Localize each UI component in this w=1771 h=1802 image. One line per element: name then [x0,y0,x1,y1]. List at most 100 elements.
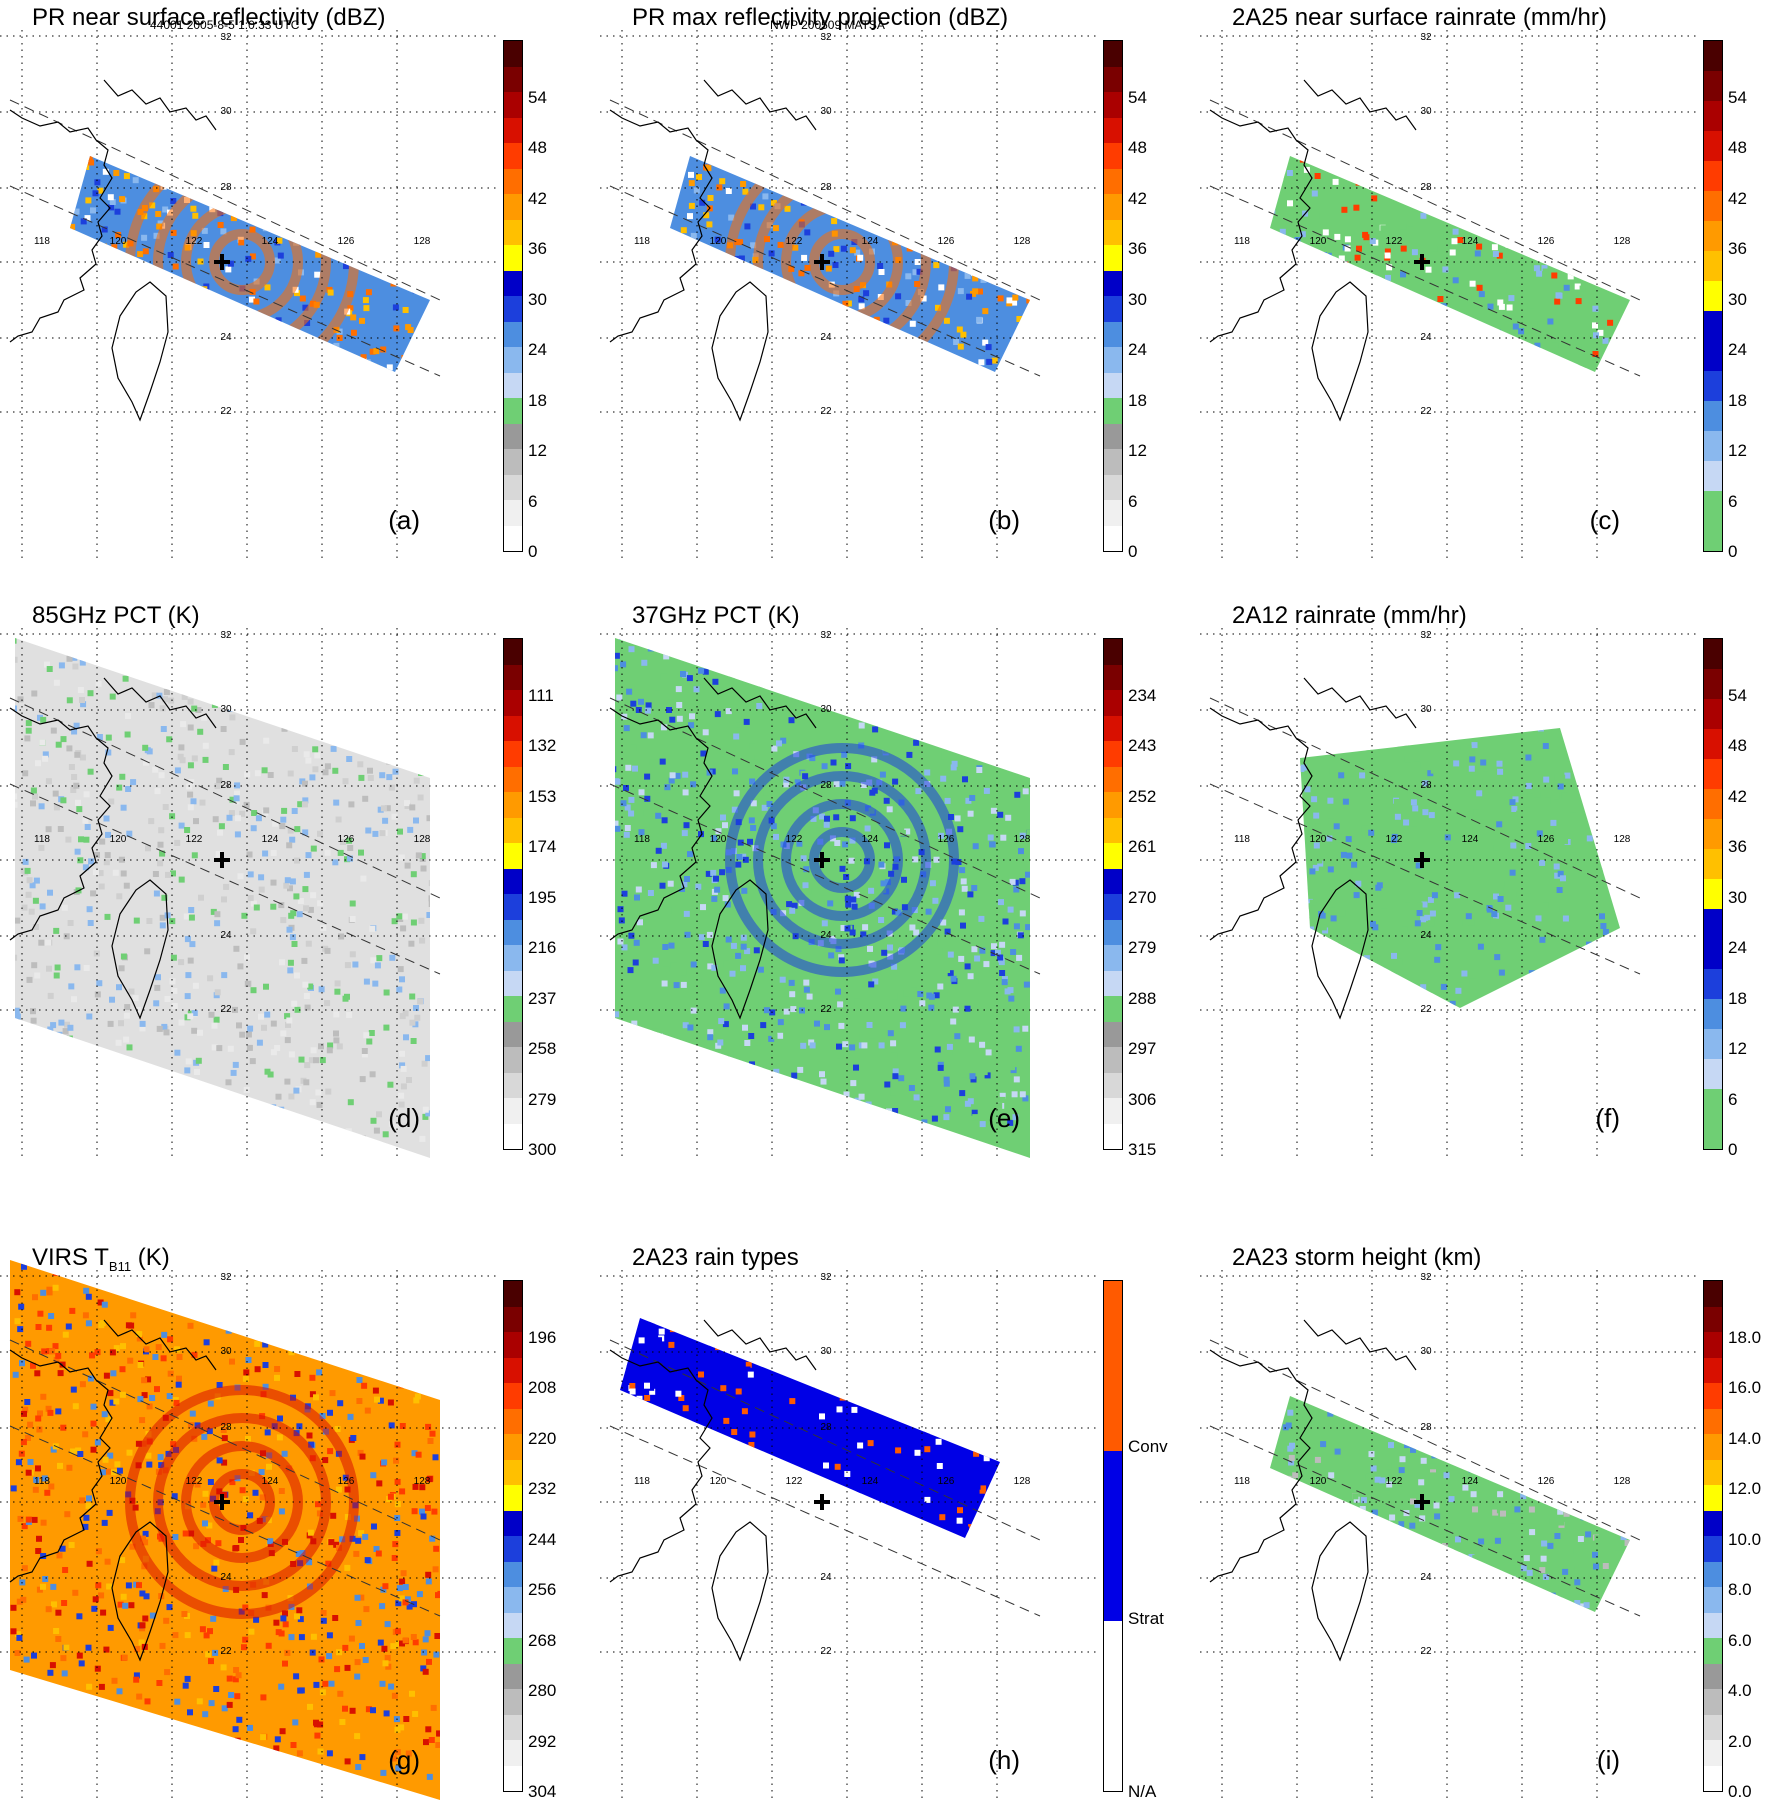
colorbar-segment [504,220,522,246]
colorbar-segment [1704,371,1722,401]
colorbar-segment [1704,491,1722,521]
colorbar-segment [1704,401,1722,431]
lat-label: 22 [820,406,832,417]
lon-label: 118 [1234,834,1250,845]
colorbar-segment [1704,311,1722,341]
lat-label: 28 [220,1422,232,1433]
lon-label: 118 [634,1476,650,1487]
lat-label: 32 [820,1272,832,1283]
colorbar-tick: 304 [528,1782,556,1802]
colorbar-tick: 42 [528,189,547,209]
colorbar-segment [504,1409,522,1435]
colorbar-tick: Strat [1128,1609,1164,1629]
panel-title: VIRS TB11 (K) [32,1244,170,1274]
colorbar-segment [1704,1460,1722,1486]
colorbar-segment [1704,849,1722,879]
lat-label: 32 [220,630,232,641]
colorbar-segment [1104,818,1122,844]
colorbar-segment [1704,221,1722,251]
colorbar-tick: 0 [1128,542,1137,562]
colorbar-tick: 30 [1128,290,1147,310]
lat-label: 32 [1420,32,1432,43]
colorbar-tick: 0 [1728,1140,1737,1160]
lat-label: 30 [1420,106,1432,117]
panel-title: 2A23 storm height (km) [1232,1244,1481,1272]
colorbar-tick: 300 [528,1140,556,1160]
colorbar-segment [504,639,522,665]
lon-label: 124 [862,1476,879,1487]
lon-label: 118 [634,834,650,845]
panel-label: (a) [388,505,420,552]
colorbar-segment [504,322,522,348]
panel-label: (g) [388,1745,420,1792]
lon-label: 128 [1614,236,1631,247]
colorbar-tick: 54 [1128,88,1147,108]
colorbar-segment [1704,281,1722,311]
colorbar-segment [504,1638,522,1664]
colorbar-tick: 36 [1128,239,1147,259]
colorbar-segment [504,1562,522,1588]
colorbar-tick: 279 [528,1090,556,1110]
lat-label: 22 [1420,1004,1432,1015]
colorbar-segment [1704,431,1722,461]
lon-label: 128 [414,834,431,845]
lat-label: 28 [220,780,232,791]
colorbar-segment [1704,1358,1722,1384]
lon-label: 122 [786,834,803,845]
colorbar-tick: 18 [528,391,547,411]
colorbar-segment [1104,869,1122,895]
colorbar-segment [1104,1281,1122,1451]
colorbar-segment [1104,690,1122,716]
colorbar-segment [1104,475,1122,501]
colorbar-segment [1104,92,1122,118]
colorbar-segment [1704,1434,1722,1460]
colorbar-tick: 220 [528,1429,556,1449]
colorbar-tick: 30 [1728,290,1747,310]
colorbar-tick: 132 [528,736,556,756]
colorbar-segment [1704,1613,1722,1639]
lat-label: 24 [820,930,832,941]
colorbar-tick: 258 [528,1039,556,1059]
colorbar-segment [1104,716,1122,742]
panel-title: 2A12 rainrate (mm/hr) [1232,602,1467,630]
colorbar-tick: 208 [528,1378,556,1398]
colorbar [1703,1280,1723,1792]
lon-label: 126 [338,834,355,845]
colorbar-segment [504,818,522,844]
colorbar-tick: 297 [1128,1039,1156,1059]
colorbar [503,40,523,552]
colorbar-segment [1104,1073,1122,1099]
colorbar-segment [504,1587,522,1613]
colorbar-tick: 6 [1728,492,1737,512]
colorbar-segment [1704,1536,1722,1562]
lat-label: 24 [1420,1572,1432,1583]
colorbar-segment [504,143,522,169]
colorbar-segment [1704,999,1722,1029]
lon-label: 128 [1014,1476,1031,1487]
colorbar-segment [504,1358,522,1384]
colorbar-segment [504,67,522,93]
colorbar-segment [1704,461,1722,491]
colorbar-tick: 0.0 [1728,1782,1752,1802]
lat-label: 24 [820,332,832,343]
lon-label: 118 [34,1476,50,1487]
lat-label: 28 [1420,1422,1432,1433]
colorbar-segment [504,1664,522,1690]
colorbar-tick: 36 [1728,239,1747,259]
colorbar [1103,638,1123,1150]
lat-label: 28 [820,1422,832,1433]
colorbar-segment [1704,1059,1722,1089]
colorbar-tick: 4.0 [1728,1681,1752,1701]
colorbar-tick: N/A [1128,1782,1156,1802]
lon-label: 122 [1386,236,1403,247]
colorbar-segment [1104,920,1122,946]
colorbar-segment [1104,1621,1122,1791]
